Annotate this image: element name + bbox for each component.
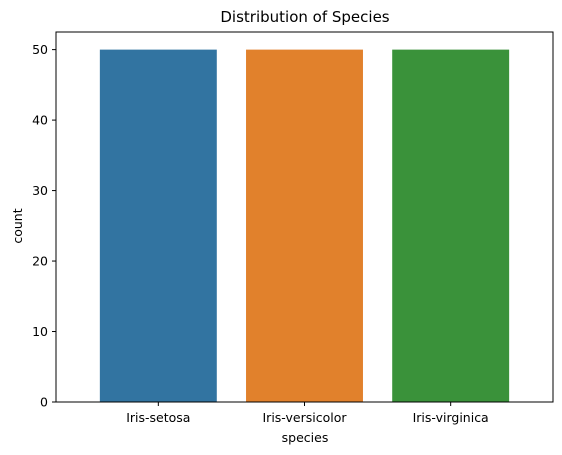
bar-group <box>99 49 510 402</box>
y-tick-label: 30 <box>32 183 48 198</box>
chart-title: Distribution of Species <box>220 8 389 26</box>
y-tick-label: 10 <box>32 324 48 339</box>
x-axis-ticks: Iris-setosa Iris-versicolor Iris-virginica <box>126 402 489 425</box>
plot-frame <box>55 31 554 403</box>
bar-iris-versicolor <box>246 49 363 402</box>
y-tick-label: 50 <box>32 42 48 57</box>
y-axis-ticks: 0 10 20 30 40 50 <box>32 42 56 410</box>
bar-iris-virginica <box>392 49 510 402</box>
y-tick-label: 40 <box>32 113 48 128</box>
bar-iris-setosa <box>99 49 217 402</box>
x-tick-label: Iris-virginica <box>413 410 489 425</box>
x-axis-label: species <box>282 430 329 445</box>
x-tick-label: Iris-versicolor <box>263 410 348 425</box>
x-tick-label: Iris-setosa <box>126 410 190 425</box>
y-tick-label: 20 <box>32 254 48 269</box>
y-tick-label: 0 <box>40 395 48 410</box>
y-axis-label: count <box>10 208 25 243</box>
